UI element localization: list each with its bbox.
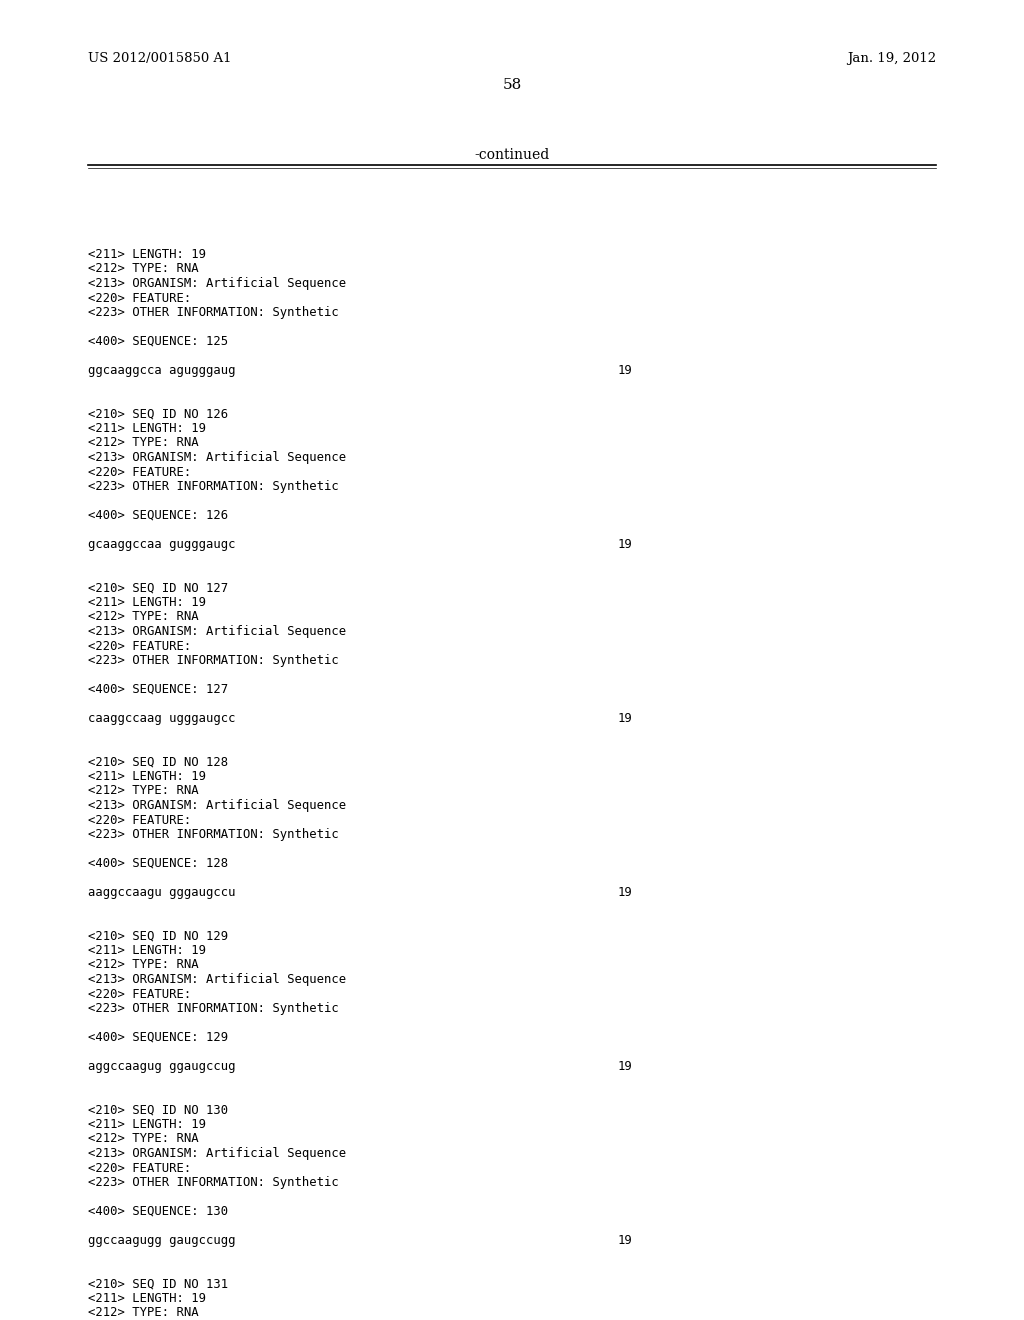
Text: -continued: -continued (474, 148, 550, 162)
Text: aaggccaagu gggaugccu: aaggccaagu gggaugccu (88, 886, 236, 899)
Text: <210> SEQ ID NO 131: <210> SEQ ID NO 131 (88, 1278, 228, 1291)
Text: <400> SEQUENCE: 126: <400> SEQUENCE: 126 (88, 510, 228, 521)
Text: <212> TYPE: RNA: <212> TYPE: RNA (88, 437, 199, 450)
Text: ggccaagugg gaugccugg: ggccaagugg gaugccugg (88, 1234, 236, 1247)
Text: <212> TYPE: RNA: <212> TYPE: RNA (88, 263, 199, 276)
Text: <213> ORGANISM: Artificial Sequence: <213> ORGANISM: Artificial Sequence (88, 973, 346, 986)
Text: 19: 19 (618, 1234, 633, 1247)
Text: <211> LENGTH: 19: <211> LENGTH: 19 (88, 248, 206, 261)
Text: <223> OTHER INFORMATION: Synthetic: <223> OTHER INFORMATION: Synthetic (88, 828, 339, 841)
Text: <211> LENGTH: 19: <211> LENGTH: 19 (88, 770, 206, 783)
Text: <400> SEQUENCE: 130: <400> SEQUENCE: 130 (88, 1205, 228, 1218)
Text: <212> TYPE: RNA: <212> TYPE: RNA (88, 1307, 199, 1320)
Text: caaggccaag ugggaugcc: caaggccaag ugggaugcc (88, 711, 236, 725)
Text: aggccaagug ggaugccug: aggccaagug ggaugccug (88, 1060, 236, 1073)
Text: Jan. 19, 2012: Jan. 19, 2012 (847, 51, 936, 65)
Text: <213> ORGANISM: Artificial Sequence: <213> ORGANISM: Artificial Sequence (88, 624, 346, 638)
Text: <210> SEQ ID NO 130: <210> SEQ ID NO 130 (88, 1104, 228, 1117)
Text: <223> OTHER INFORMATION: Synthetic: <223> OTHER INFORMATION: Synthetic (88, 1176, 339, 1189)
Text: <213> ORGANISM: Artificial Sequence: <213> ORGANISM: Artificial Sequence (88, 799, 346, 812)
Text: <220> FEATURE:: <220> FEATURE: (88, 987, 191, 1001)
Text: <223> OTHER INFORMATION: Synthetic: <223> OTHER INFORMATION: Synthetic (88, 1002, 339, 1015)
Text: <213> ORGANISM: Artificial Sequence: <213> ORGANISM: Artificial Sequence (88, 451, 346, 465)
Text: <211> LENGTH: 19: <211> LENGTH: 19 (88, 1118, 206, 1131)
Text: <210> SEQ ID NO 126: <210> SEQ ID NO 126 (88, 408, 228, 421)
Text: <223> OTHER INFORMATION: Synthetic: <223> OTHER INFORMATION: Synthetic (88, 480, 339, 492)
Text: 19: 19 (618, 886, 633, 899)
Text: <213> ORGANISM: Artificial Sequence: <213> ORGANISM: Artificial Sequence (88, 1147, 346, 1160)
Text: 19: 19 (618, 711, 633, 725)
Text: 58: 58 (503, 78, 521, 92)
Text: 19: 19 (618, 1060, 633, 1073)
Text: <212> TYPE: RNA: <212> TYPE: RNA (88, 958, 199, 972)
Text: <213> ORGANISM: Artificial Sequence: <213> ORGANISM: Artificial Sequence (88, 277, 346, 290)
Text: <210> SEQ ID NO 129: <210> SEQ ID NO 129 (88, 929, 228, 942)
Text: <210> SEQ ID NO 128: <210> SEQ ID NO 128 (88, 755, 228, 768)
Text: <220> FEATURE:: <220> FEATURE: (88, 639, 191, 652)
Text: <400> SEQUENCE: 128: <400> SEQUENCE: 128 (88, 857, 228, 870)
Text: <223> OTHER INFORMATION: Synthetic: <223> OTHER INFORMATION: Synthetic (88, 653, 339, 667)
Text: ggcaaggcca agugggaug: ggcaaggcca agugggaug (88, 364, 236, 378)
Text: <212> TYPE: RNA: <212> TYPE: RNA (88, 610, 199, 623)
Text: <220> FEATURE:: <220> FEATURE: (88, 1162, 191, 1175)
Text: <210> SEQ ID NO 127: <210> SEQ ID NO 127 (88, 582, 228, 594)
Text: <211> LENGTH: 19: <211> LENGTH: 19 (88, 597, 206, 609)
Text: <220> FEATURE:: <220> FEATURE: (88, 813, 191, 826)
Text: <211> LENGTH: 19: <211> LENGTH: 19 (88, 1292, 206, 1305)
Text: 19: 19 (618, 539, 633, 550)
Text: <223> OTHER INFORMATION: Synthetic: <223> OTHER INFORMATION: Synthetic (88, 306, 339, 319)
Text: gcaaggccaa gugggaugc: gcaaggccaa gugggaugc (88, 539, 236, 550)
Text: <400> SEQUENCE: 127: <400> SEQUENCE: 127 (88, 682, 228, 696)
Text: <211> LENGTH: 19: <211> LENGTH: 19 (88, 944, 206, 957)
Text: US 2012/0015850 A1: US 2012/0015850 A1 (88, 51, 231, 65)
Text: <400> SEQUENCE: 129: <400> SEQUENCE: 129 (88, 1031, 228, 1044)
Text: <220> FEATURE:: <220> FEATURE: (88, 466, 191, 479)
Text: 19: 19 (618, 364, 633, 378)
Text: <211> LENGTH: 19: <211> LENGTH: 19 (88, 422, 206, 436)
Text: <212> TYPE: RNA: <212> TYPE: RNA (88, 1133, 199, 1146)
Text: <212> TYPE: RNA: <212> TYPE: RNA (88, 784, 199, 797)
Text: <400> SEQUENCE: 125: <400> SEQUENCE: 125 (88, 335, 228, 348)
Text: <220> FEATURE:: <220> FEATURE: (88, 292, 191, 305)
